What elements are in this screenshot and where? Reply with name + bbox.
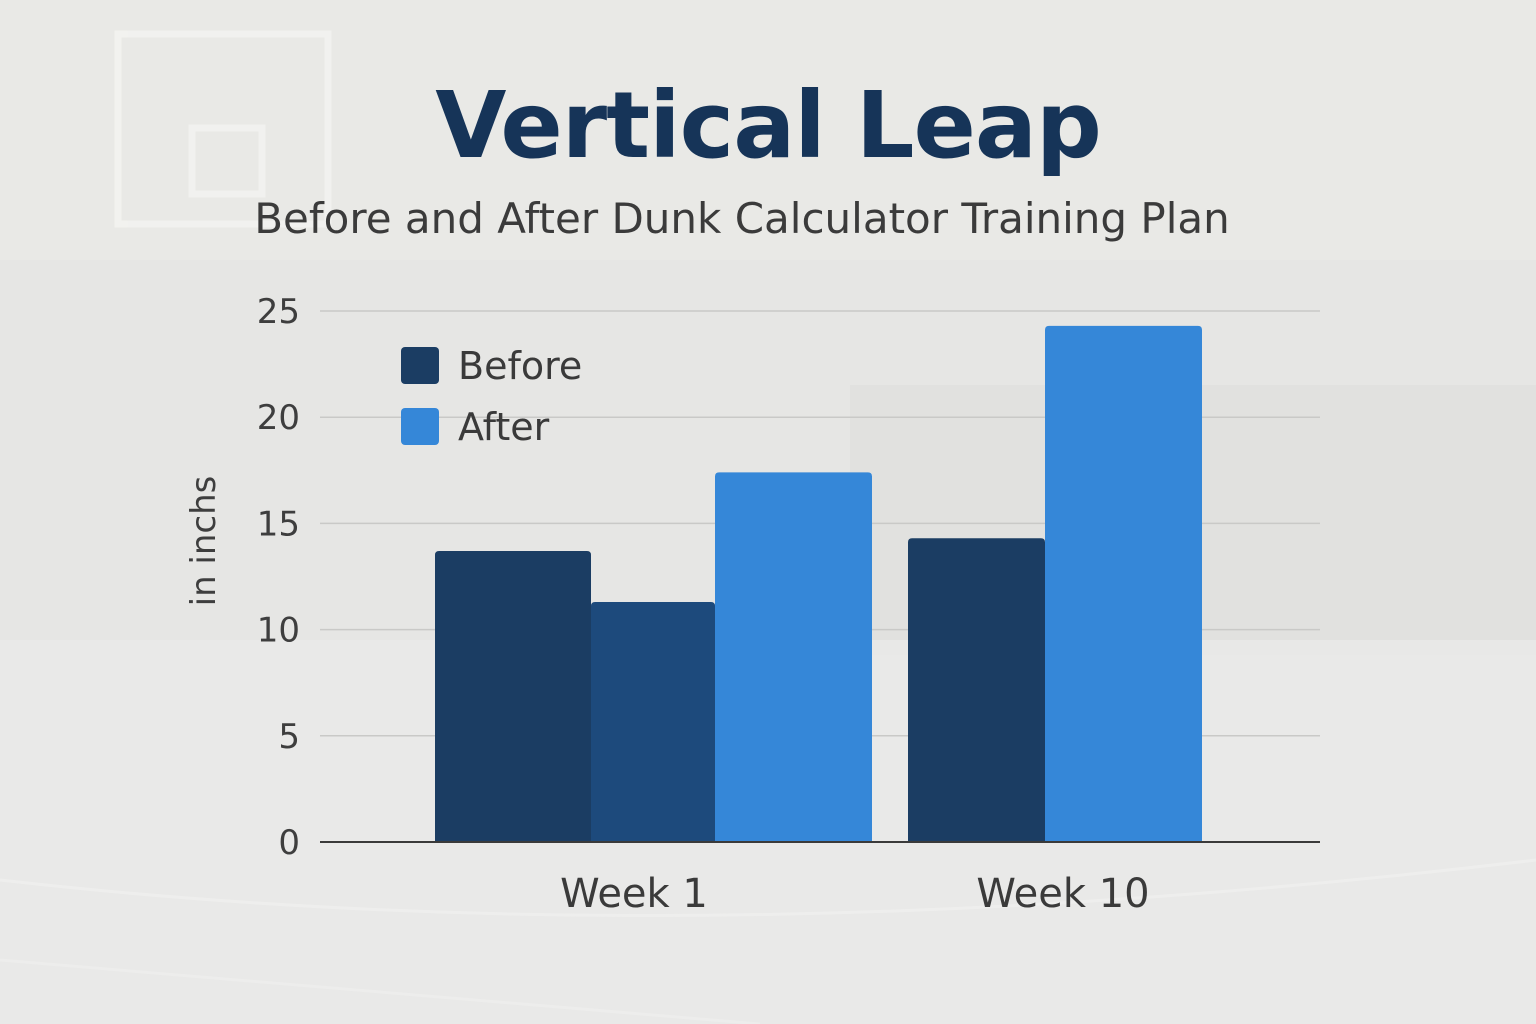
bar-before-week-10 — [908, 538, 1045, 842]
bar-after-week-10 — [1045, 325, 1202, 842]
bar-after-week-1 — [715, 472, 872, 842]
y-tick-label: 5 — [278, 717, 300, 757]
y-tick-label: 20 — [257, 398, 300, 438]
y-tick-label: 15 — [257, 504, 300, 544]
y-tick-label: 25 — [257, 292, 300, 332]
chart-subtitle: Before and After Dunk Calculator Trainin… — [254, 194, 1230, 243]
y-tick-label: 10 — [257, 611, 300, 651]
x-category-label: Week 10 — [976, 871, 1149, 917]
x-category-label: Week 1 — [560, 871, 708, 917]
bar-before-week-1 — [435, 551, 591, 842]
y-axis-label: in inchs — [184, 476, 224, 607]
legend-swatch-before — [401, 347, 439, 384]
legend-label-before: Before — [458, 344, 582, 388]
legend-swatch-after — [401, 408, 439, 445]
chart-title: Vertical Leap — [435, 72, 1102, 179]
bar-middle-week-1 — [591, 601, 715, 842]
y-tick-label: 0 — [278, 823, 300, 863]
legend-label-after: After — [458, 405, 550, 449]
